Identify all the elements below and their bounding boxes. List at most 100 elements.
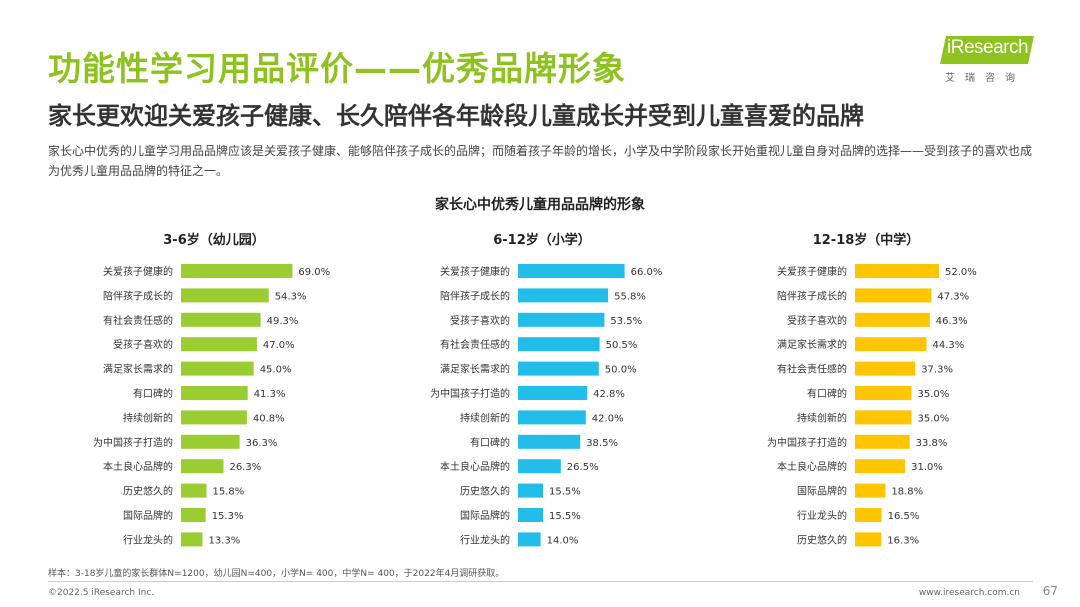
chart-title: 家长心中优秀儿童用品品牌的形象 [435, 197, 645, 213]
category-label: 国际品牌的 [797, 485, 847, 498]
bar [518, 288, 609, 303]
value-label: 36.3% [246, 438, 278, 449]
page-number: 67 [1042, 584, 1058, 598]
bar [181, 288, 269, 303]
value-label: 44.3% [933, 340, 965, 351]
bar [181, 361, 254, 376]
category-label: 国际品牌的 [123, 509, 173, 522]
iresearch-logo: iResearch 艾瑞咨询 [935, 32, 1040, 84]
category-label: 为中国孩子打造的 [93, 436, 173, 449]
value-label: 52.0% [945, 267, 977, 278]
sample-note: 样本：3-18岁儿童的家长群体N=1200，幼儿园N=400，小学N= 400，… [48, 569, 505, 579]
bar [518, 483, 543, 498]
category-label: 行业龙头的 [460, 533, 510, 546]
category-label: 本土良心品牌的 [777, 460, 847, 473]
bar [855, 459, 906, 474]
category-label: 本土良心品牌的 [103, 460, 173, 473]
bar [181, 434, 240, 449]
bar [855, 410, 912, 425]
value-label: 55.8% [614, 291, 646, 302]
bar [518, 434, 581, 449]
bar [855, 361, 916, 376]
bar [518, 264, 625, 278]
bar [181, 483, 207, 498]
bar [181, 508, 206, 522]
value-label: 31.0% [911, 462, 943, 473]
footer-divider [48, 581, 1033, 582]
category-label: 行业龙头的 [123, 533, 173, 546]
bar [181, 337, 257, 352]
category-label: 有口碑的 [470, 436, 510, 449]
bar [855, 288, 932, 303]
bar [518, 337, 600, 352]
bar [855, 434, 910, 449]
bar [855, 532, 882, 547]
value-label: 50.0% [605, 365, 637, 376]
website-link[interactable]: www.iresearch.com.cn [918, 588, 1020, 598]
value-label: 15.5% [549, 487, 581, 498]
category-label: 历史悠久的 [123, 485, 173, 498]
value-label: 18.8% [891, 487, 923, 498]
category-label: 受孩子喜欢的 [787, 314, 847, 327]
value-label: 49.3% [267, 316, 299, 327]
value-label: 40.8% [253, 413, 285, 424]
value-label: 42.8% [593, 389, 625, 400]
category-label: 满足家长需求的 [103, 363, 173, 376]
value-label: 16.3% [887, 535, 919, 546]
panel-title: 12-18岁（中学） [813, 232, 920, 248]
category-label: 国际品牌的 [460, 509, 510, 522]
value-label: 41.3% [254, 389, 286, 400]
category-label: 有社会责任感的 [103, 314, 173, 327]
bar [181, 532, 203, 547]
value-label: 46.3% [936, 316, 968, 327]
bar [181, 312, 261, 327]
value-label: 16.5% [888, 511, 920, 522]
bar [181, 264, 293, 278]
category-label: 有口碑的 [807, 387, 847, 400]
bar [855, 337, 927, 352]
page-subtitle: 家长更欢迎关爱孩子健康、长久陪伴各年龄段儿童成长并受到儿童喜爱的品牌 [48, 102, 864, 130]
bar [518, 410, 586, 425]
category-label: 持续创新的 [797, 411, 847, 424]
bar [518, 386, 588, 400]
bar [855, 386, 912, 400]
value-label: 37.3% [921, 365, 953, 376]
value-label: 35.0% [918, 413, 950, 424]
category-label: 满足家长需求的 [777, 338, 847, 351]
value-label: 42.0% [592, 413, 624, 424]
value-label: 14.0% [547, 535, 579, 546]
bar [855, 264, 939, 278]
category-label: 为中国孩子打造的 [430, 387, 510, 400]
category-label: 陪伴孩子成长的 [777, 289, 847, 302]
bar [855, 312, 930, 327]
value-label: 54.3% [275, 291, 307, 302]
category-label: 为中国孩子打造的 [767, 436, 847, 449]
category-label: 历史悠久的 [797, 533, 847, 546]
category-label: 行业龙头的 [797, 509, 847, 522]
page-description: 家长心中优秀的儿童学习用品品牌应该是关爱孩子健康、能够陪伴孩子成长的品牌；而随着… [48, 144, 1033, 178]
category-label: 关爱孩子健康的 [440, 265, 510, 278]
value-label: 35.0% [918, 389, 950, 400]
category-label: 本土良心品牌的 [440, 460, 510, 473]
value-label: 26.5% [567, 462, 599, 473]
panel-title: 3-6岁（幼儿园） [163, 232, 265, 248]
category-label: 有社会责任感的 [440, 338, 510, 351]
value-label: 69.0% [298, 267, 330, 278]
page-title: 功能性学习用品评价——优秀品牌形象 [48, 49, 626, 88]
category-label: 陪伴孩子成长的 [103, 289, 173, 302]
value-label: 38.5% [586, 438, 618, 449]
bar [518, 532, 541, 547]
value-label: 33.8% [916, 438, 948, 449]
category-label: 满足家长需求的 [440, 363, 510, 376]
value-label: 15.8% [213, 487, 245, 498]
copyright: ©2022.5 iResearch Inc. [48, 588, 155, 598]
value-label: 15.3% [212, 511, 244, 522]
category-label: 陪伴孩子成长的 [440, 289, 510, 302]
category-label: 受孩子喜欢的 [113, 338, 173, 351]
logo-brand-text: iResearch [947, 37, 1029, 58]
value-label: 53.5% [610, 316, 642, 327]
value-label: 47.0% [263, 340, 295, 351]
value-label: 50.5% [606, 340, 638, 351]
bar [518, 508, 543, 522]
